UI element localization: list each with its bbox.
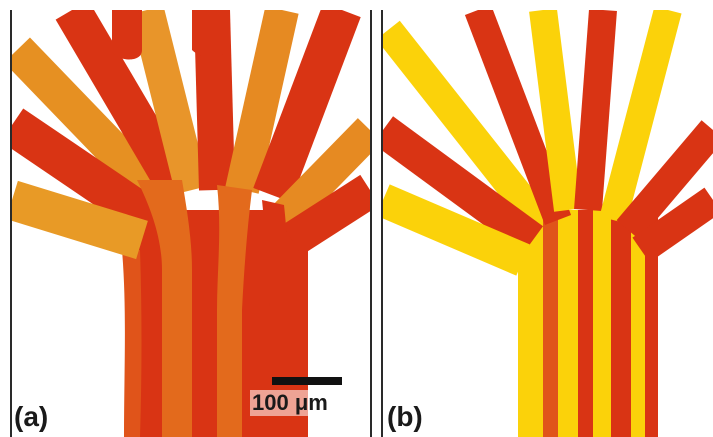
panel-b-label: (b) — [387, 401, 423, 432]
scale-bar-label: 100 μm — [250, 390, 330, 416]
panel-a: (a) — [10, 10, 372, 437]
panel-b-image — [383, 10, 713, 437]
panel-b: (b) — [381, 10, 713, 437]
panel-a-label: (a) — [14, 401, 49, 432]
panel-a-image — [12, 10, 370, 437]
scale-bar — [272, 377, 342, 385]
